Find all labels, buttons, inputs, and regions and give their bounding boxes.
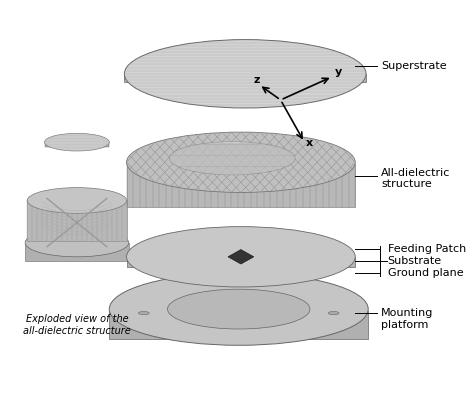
Text: Ground plane: Ground plane: [388, 268, 463, 278]
Text: y: y: [335, 67, 342, 77]
Polygon shape: [127, 164, 355, 207]
Ellipse shape: [328, 311, 339, 315]
Polygon shape: [127, 257, 355, 267]
Text: All-dielectric
structure: All-dielectric structure: [381, 168, 450, 189]
Polygon shape: [109, 311, 368, 339]
Ellipse shape: [45, 133, 109, 151]
Ellipse shape: [27, 188, 127, 213]
Polygon shape: [27, 200, 127, 241]
Text: Mounting
platform: Mounting platform: [381, 308, 434, 330]
Polygon shape: [25, 243, 129, 261]
Ellipse shape: [25, 229, 129, 257]
Text: Substrate: Substrate: [388, 256, 442, 266]
Ellipse shape: [109, 273, 368, 345]
Ellipse shape: [233, 277, 244, 281]
Polygon shape: [228, 249, 254, 264]
Ellipse shape: [138, 311, 149, 315]
Ellipse shape: [169, 142, 295, 175]
Ellipse shape: [127, 132, 355, 192]
Ellipse shape: [127, 227, 355, 287]
Ellipse shape: [124, 40, 366, 108]
Polygon shape: [45, 142, 109, 147]
Text: x: x: [306, 138, 313, 148]
Polygon shape: [124, 74, 366, 82]
Text: Exploded view of the
all-dielectric structure: Exploded view of the all-dielectric stru…: [23, 314, 131, 336]
Text: Feeding Patch: Feeding Patch: [388, 244, 466, 254]
Text: z: z: [254, 75, 260, 85]
Text: Superstrate: Superstrate: [381, 61, 447, 71]
Ellipse shape: [167, 289, 310, 329]
